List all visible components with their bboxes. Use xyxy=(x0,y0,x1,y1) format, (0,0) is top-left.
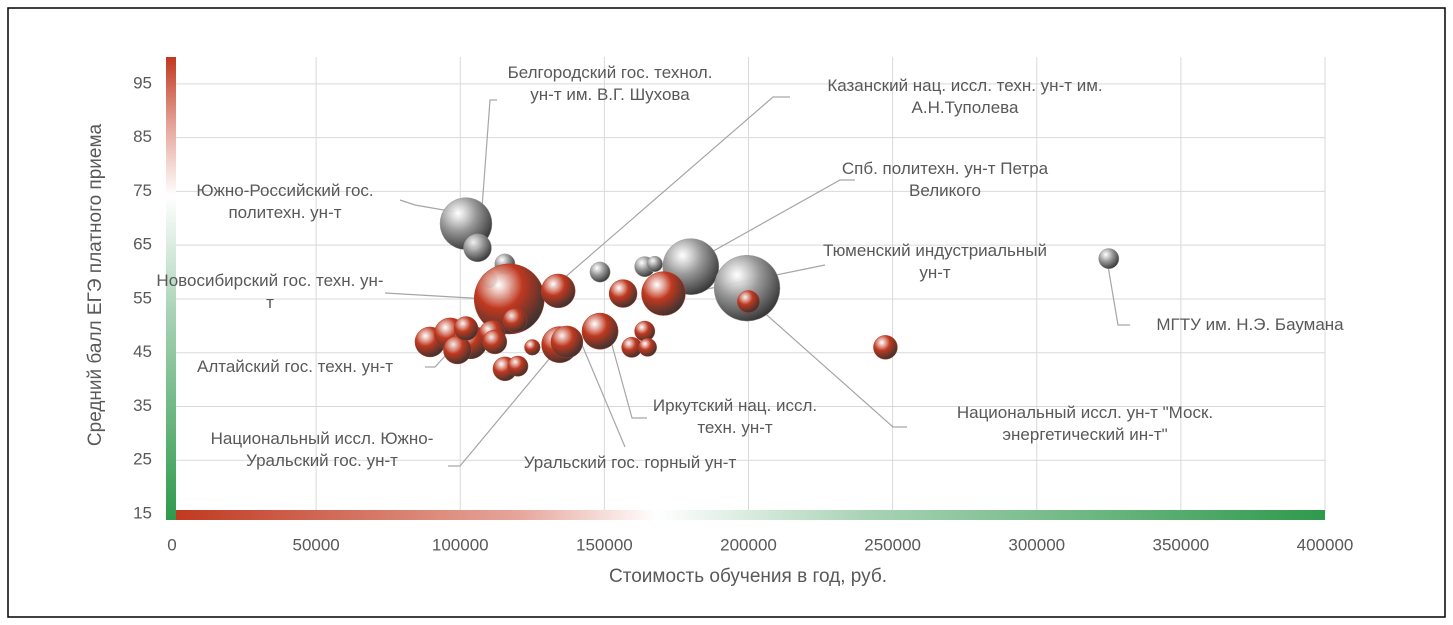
frame xyxy=(7,7,1446,618)
annotation: Южно-Российский гос. политехн. ун-т xyxy=(196,181,374,222)
y-tick-label: 85 xyxy=(133,127,152,146)
x-tick-label: 300000 xyxy=(1008,535,1065,554)
leader-line xyxy=(547,96,790,293)
y-tick-label: 65 xyxy=(133,235,152,254)
x-tick-label: 200000 xyxy=(720,535,777,554)
leader-line xyxy=(1107,265,1130,326)
leader-line xyxy=(448,339,566,467)
y-tick-label: 75 xyxy=(133,181,152,200)
bubble xyxy=(737,290,760,313)
x-tick-label: 350000 xyxy=(1153,535,1210,554)
y-axis-title: Средний балл ЕГЭ платного приема xyxy=(85,123,106,446)
bubble xyxy=(524,339,541,356)
bubble xyxy=(873,335,898,360)
annotation: Белгородский гос. технол. ун-т им. В.Г. … xyxy=(507,63,713,104)
y-tick-label: 95 xyxy=(133,73,152,92)
x-axis-title: Стоимость обучения в год, руб. xyxy=(609,566,887,587)
y-axis-bar xyxy=(166,57,176,520)
leader-line xyxy=(399,199,456,213)
leader-line xyxy=(579,339,626,448)
bubble xyxy=(608,279,638,308)
annotation: Тюменский индустриальный ун-т xyxy=(822,241,1048,282)
x-tick-label: 250000 xyxy=(864,535,921,554)
annotation: Национальный иссл. ун-т "Моск. энергетич… xyxy=(956,403,1214,444)
bubble xyxy=(589,261,611,283)
bubble xyxy=(1098,248,1120,269)
annotation: Новосибирский гос. техн. ун-т xyxy=(156,271,384,312)
bubble xyxy=(550,325,584,359)
bubble xyxy=(581,312,619,350)
bubble xyxy=(713,254,781,322)
bubble xyxy=(453,316,479,341)
bubble xyxy=(463,233,492,263)
bubble xyxy=(502,308,528,333)
bubble xyxy=(541,273,576,309)
annotation: Уральский гос. горный ун-т xyxy=(523,453,737,472)
annotation: Спб. политехн. ун-т Петра Великого xyxy=(841,159,1049,200)
bubble xyxy=(638,338,657,357)
bubble xyxy=(482,329,508,355)
leader-line xyxy=(611,344,647,419)
annotation: МГТУ им. Н.Э. Баумана xyxy=(1156,315,1344,334)
x-tick-label: 50000 xyxy=(292,535,339,554)
annotation: Национальный иссл. Южно-Уральский гос. у… xyxy=(210,429,434,470)
bubble xyxy=(646,255,663,273)
y-tick-label: 55 xyxy=(133,288,152,307)
x-tick-label: 400000 xyxy=(1297,535,1354,554)
x-axis-bar xyxy=(172,510,1325,520)
x-tick-label: 100000 xyxy=(432,535,489,554)
bubble xyxy=(507,355,529,377)
leader-line xyxy=(691,179,855,264)
y-tick-label: 35 xyxy=(133,396,152,415)
annotation: Казанский нац. иссл. техн. ун-т им. А.Н.… xyxy=(827,76,1103,117)
leader-line xyxy=(479,99,497,236)
bubble xyxy=(634,320,656,342)
bubble xyxy=(641,271,686,316)
leader-line xyxy=(749,299,907,428)
x-tick-label: 0 xyxy=(167,535,176,554)
y-tick-label: 25 xyxy=(133,450,152,469)
y-tick-label: 45 xyxy=(133,342,152,361)
y-tick-label: 15 xyxy=(133,503,152,522)
annotation: Алтайский гос. техн. ун-т xyxy=(196,357,394,376)
annotation: Иркутский нац. иссл. техн. ун-т xyxy=(652,396,818,437)
x-tick-label: 150000 xyxy=(576,535,633,554)
